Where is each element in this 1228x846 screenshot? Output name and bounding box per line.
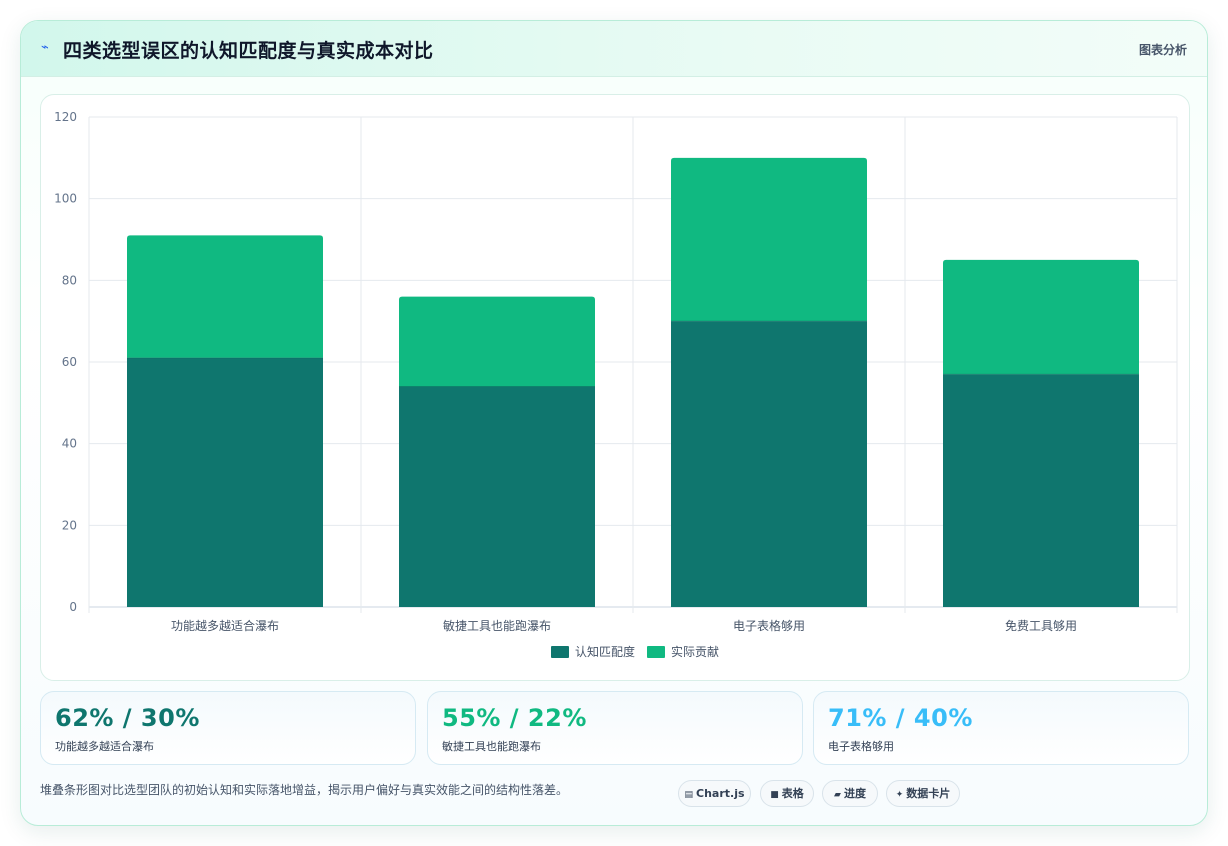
y-tick-label: 60 xyxy=(62,355,77,369)
x-tick-label: 功能越多越适合瀑布 xyxy=(171,618,279,633)
x-tick-label: 敏捷工具也能跑瀑布 xyxy=(443,618,551,633)
y-tick-label: 80 xyxy=(62,273,77,287)
chip-data-card[interactable]: ✦ 数据卡片 xyxy=(886,780,960,807)
stat-value: 55% / 22% xyxy=(442,704,587,732)
data-card-icon: ✦ xyxy=(895,790,904,800)
chip-progress[interactable]: ▰ 进度 xyxy=(822,780,878,807)
chip-label: 数据卡片 xyxy=(906,787,951,800)
chart-analysis-tag[interactable]: 图表分析 xyxy=(1138,43,1187,57)
progress-icon: ▰ xyxy=(834,790,841,800)
bar-segment xyxy=(943,374,1139,607)
stat-card: 55% / 22% 敏捷工具也能跑瀑布 xyxy=(427,691,803,765)
stat-value: 71% / 40% xyxy=(828,704,973,732)
stat-label: 电子表格够用 xyxy=(828,740,894,753)
y-tick-label: 20 xyxy=(62,518,77,532)
bar-segment xyxy=(671,157,867,322)
stat-label: 功能越多越适合瀑布 xyxy=(55,740,154,753)
y-tick-label: 40 xyxy=(62,437,77,451)
chart-title: 四类选型误区的认知匹配度与真实成本对比 xyxy=(63,40,434,62)
chip-label: Chart.js xyxy=(696,787,745,800)
y-tick-label: 0 xyxy=(69,600,77,614)
stat-card: 71% / 40% 电子表格够用 xyxy=(813,691,1189,765)
stat-cards: 62% / 30% 功能越多越适合瀑布 55% / 22% 敏捷工具也能跑瀑布 … xyxy=(40,691,1190,765)
chart-card: ⌁ 四类选型误区的认知匹配度与真实成本对比 图表分析 0 20 40 60 80 100 1… xyxy=(20,20,1208,826)
stacked-bar-chart: 0 20 40 60 80 100 120 功能越多越适合瀑布 敏捷工具也能跑瀑布 电子表格够用 免… xyxy=(54,110,1178,659)
chip-table[interactable]: ■ 表格 xyxy=(760,780,814,807)
bar-segment xyxy=(943,259,1139,375)
stat-label: 敏捷工具也能跑瀑布 xyxy=(442,740,541,753)
bar-segment xyxy=(127,357,323,607)
bar-segment xyxy=(399,296,595,387)
chip-label: 表格 xyxy=(781,787,804,800)
y-tick-label: 100 xyxy=(54,192,77,206)
chip-chartjs[interactable]: ▤ Chart.js xyxy=(678,780,751,807)
legend-swatch xyxy=(551,646,569,658)
bar-segment xyxy=(671,321,867,607)
bar-segment xyxy=(399,386,595,607)
y-tick-label: 120 xyxy=(54,110,77,124)
x-tick-label: 电子表格够用 xyxy=(733,618,805,633)
chart-spark-icon: ⌁ xyxy=(41,40,49,55)
card-header: ⌁ 四类选型误区的认知匹配度与真实成本对比 图表分析 xyxy=(21,21,1207,77)
chart-icon: ▤ xyxy=(684,790,693,800)
chart-description: 堆叠条形图对比选型团队的初始认知和实际落地增益，揭示用户偏好与真实效能之间的结构… xyxy=(40,783,569,797)
legend-label: 认知匹配度 xyxy=(575,644,635,659)
legend-label: 实际贡献 xyxy=(671,644,719,659)
chart-panel: 0 20 40 60 80 100 120 功能越多越适合瀑布 敏捷工具也能跑瀑布 电子表格够用 免… xyxy=(40,94,1190,681)
stat-value: 62% / 30% xyxy=(55,704,200,732)
legend-swatch xyxy=(647,646,665,658)
table-icon: ■ xyxy=(770,790,779,800)
chip-label: 进度 xyxy=(843,787,866,800)
x-tick-label: 免费工具够用 xyxy=(1005,618,1077,633)
stat-card: 62% / 30% 功能越多越适合瀑布 xyxy=(40,691,416,765)
bar-segment xyxy=(127,235,323,358)
